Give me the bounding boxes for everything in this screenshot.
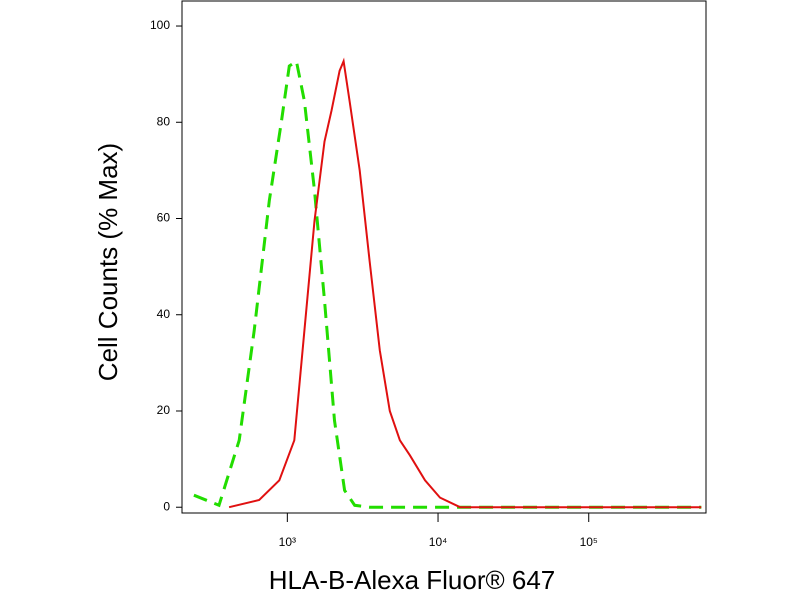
y-axis-title: Cell Counts (% Max) — [93, 143, 123, 381]
y-tick-label: 100 — [150, 18, 170, 32]
series-line — [228, 57, 702, 509]
x-tick-label: 10³ — [279, 535, 296, 549]
y-tick-label: 20 — [157, 403, 171, 417]
y-tick-label: 80 — [157, 114, 171, 128]
x-axis-title: HLA-B-Alexa Fluor® 647 — [269, 565, 556, 595]
y-tick-label: 0 — [163, 499, 170, 513]
y-tick-label: 60 — [157, 211, 171, 225]
x-tick-label: 10⁵ — [580, 535, 598, 549]
y-tick-label: 40 — [157, 307, 171, 321]
x-tick-label: 10⁴ — [429, 535, 448, 549]
plot-frame — [181, 0, 707, 514]
series-line — [193, 58, 702, 509]
